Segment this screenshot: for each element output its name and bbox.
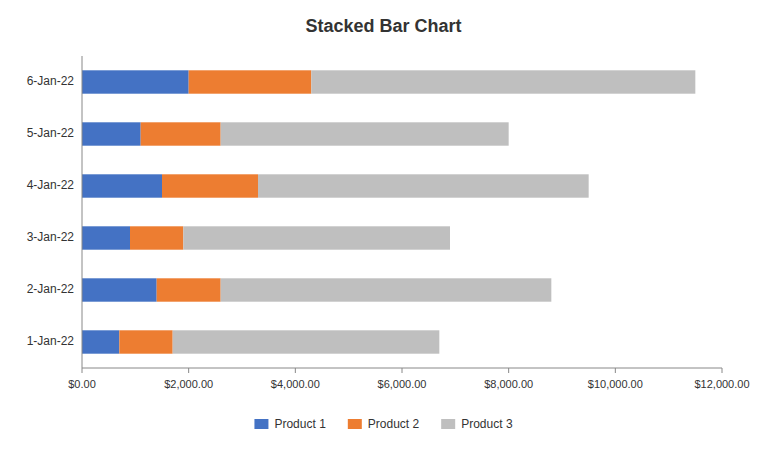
y-axis: 1-Jan-22 2-Jan-22 3-Jan-22 4-Jan-22 5-Jan-22…	[27, 74, 75, 348]
page: {"chart_data": {"type": "bar", "title": …	[0, 0, 767, 462]
bar	[162, 174, 258, 197]
bar	[221, 122, 509, 145]
tick-label: $0.00	[68, 378, 96, 390]
bar	[311, 70, 695, 93]
tick-label: $10,000.00	[588, 378, 643, 390]
axis-line	[82, 368, 722, 369]
legend-item: Product 3	[441, 417, 513, 431]
tick-label: $12,000.00	[694, 378, 749, 390]
bar	[82, 122, 141, 145]
tick-mark	[188, 368, 189, 373]
title: Stacked Bar Chart	[305, 16, 461, 36]
bar	[157, 278, 221, 301]
bar	[183, 226, 450, 249]
tick-mark	[615, 368, 616, 373]
category-label: 6-Jan-22	[27, 74, 75, 88]
bar	[130, 226, 183, 249]
bar	[141, 122, 221, 145]
chart: Stacked Bar Chart $0.00 $2,000.00 $4,000.00…	[0, 0, 767, 462]
legend-item: Product 2	[348, 417, 420, 431]
tick-label: $6,000.00	[378, 378, 427, 390]
category-label: 4-Jan-22	[27, 178, 75, 192]
tick-mark	[402, 368, 403, 373]
x-axis: $0.00 $2,000.00 $4,000.00 $6,000.00 $8,000.0…	[68, 368, 749, 390]
tick-label: $8,000.00	[484, 378, 533, 390]
bar	[189, 70, 312, 93]
tick-label: $4,000.00	[271, 378, 320, 390]
bar	[82, 226, 130, 249]
legend: Product 1 Product 2 Product 3	[254, 417, 512, 431]
tick-mark	[508, 368, 509, 373]
tick-mark	[295, 368, 296, 373]
category-label: 1-Jan-22	[27, 334, 75, 348]
axis-line	[82, 56, 83, 368]
bar	[82, 330, 119, 353]
bar	[82, 174, 162, 197]
legend-swatch	[348, 419, 362, 429]
tick-label: $2,000.00	[164, 378, 213, 390]
legend-label: Product 2	[368, 417, 420, 431]
legend-swatch	[441, 419, 455, 429]
bar	[173, 330, 440, 353]
legend-item: Product 1	[254, 417, 326, 431]
legend-swatch	[254, 419, 268, 429]
bar	[258, 174, 589, 197]
category-label: 2-Jan-22	[27, 282, 75, 296]
category-label: 5-Jan-22	[27, 126, 75, 140]
bars	[82, 70, 695, 353]
tick-mark	[722, 368, 723, 373]
legend-label: Product 3	[461, 417, 513, 431]
bar	[82, 70, 189, 93]
bar	[119, 330, 172, 353]
legend-label: Product 1	[274, 417, 326, 431]
category-label: 3-Jan-22	[27, 230, 75, 244]
bar	[82, 278, 157, 301]
tick-mark	[82, 368, 83, 373]
bar	[221, 278, 552, 301]
